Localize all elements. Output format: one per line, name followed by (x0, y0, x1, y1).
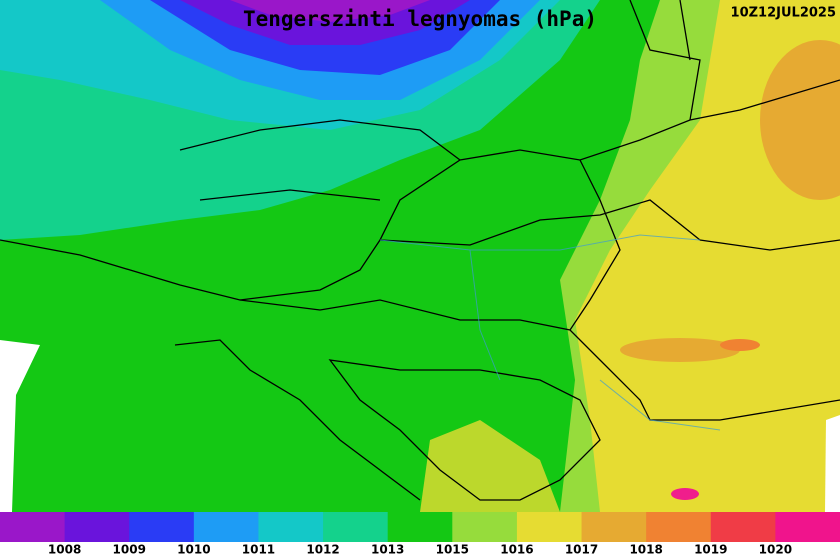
colorbar-cell (452, 512, 518, 542)
colorbar-cell (323, 512, 389, 542)
field-1018b (620, 338, 740, 362)
map-title: Tengerszinti legnyomas (hPa) (243, 7, 597, 31)
coastline (174, 339, 421, 501)
colorbar-label: 1011 (242, 543, 275, 557)
colorbar: 1008 1009 1010 1011 1012 1013 1015 1016 1017 1018… (0, 512, 840, 557)
colorbar-label: 1015 (436, 543, 469, 557)
colorbar-label: 1018 (629, 543, 662, 557)
colorbar-label: 1008 (48, 543, 81, 557)
border-line (179, 119, 840, 251)
no-data-east (825, 415, 840, 512)
colorbar-label: 1010 (177, 543, 210, 557)
colorbar-cell (193, 512, 259, 542)
river (379, 234, 721, 431)
field-1017-south (420, 420, 560, 512)
colorbar-cell (581, 512, 647, 542)
colorbar-cell (258, 512, 324, 542)
colorbar-cell (0, 512, 66, 542)
field-1019 (720, 339, 760, 351)
colorbar-label: 1013 (371, 543, 404, 557)
field-1018 (760, 40, 840, 200)
colorbar-label: 1012 (306, 543, 339, 557)
pressure-field (0, 0, 840, 512)
colorbar-cell (129, 512, 195, 542)
colorbar-label: 1016 (500, 543, 533, 557)
colorbar-label: 1017 (565, 543, 598, 557)
timestamp: 10Z12JUL2025 (731, 6, 836, 21)
colorbar-cell (387, 512, 453, 542)
border-line (569, 0, 701, 331)
field-1008 (230, 0, 430, 22)
colorbar-label: 1019 (694, 543, 727, 557)
colorbar-cell (710, 512, 776, 542)
border-line (328, 359, 601, 501)
colorbar-label: 1009 (113, 543, 146, 557)
no-data-west (0, 340, 40, 512)
borders (0, 0, 840, 501)
border-line (0, 79, 840, 301)
colorbar-cell (775, 512, 840, 542)
colorbar-cell (516, 512, 583, 542)
field-1020 (671, 488, 699, 500)
colorbar-label: 1020 (759, 543, 792, 557)
colorbar-cell (646, 512, 712, 542)
colorbar-cell (64, 512, 130, 542)
